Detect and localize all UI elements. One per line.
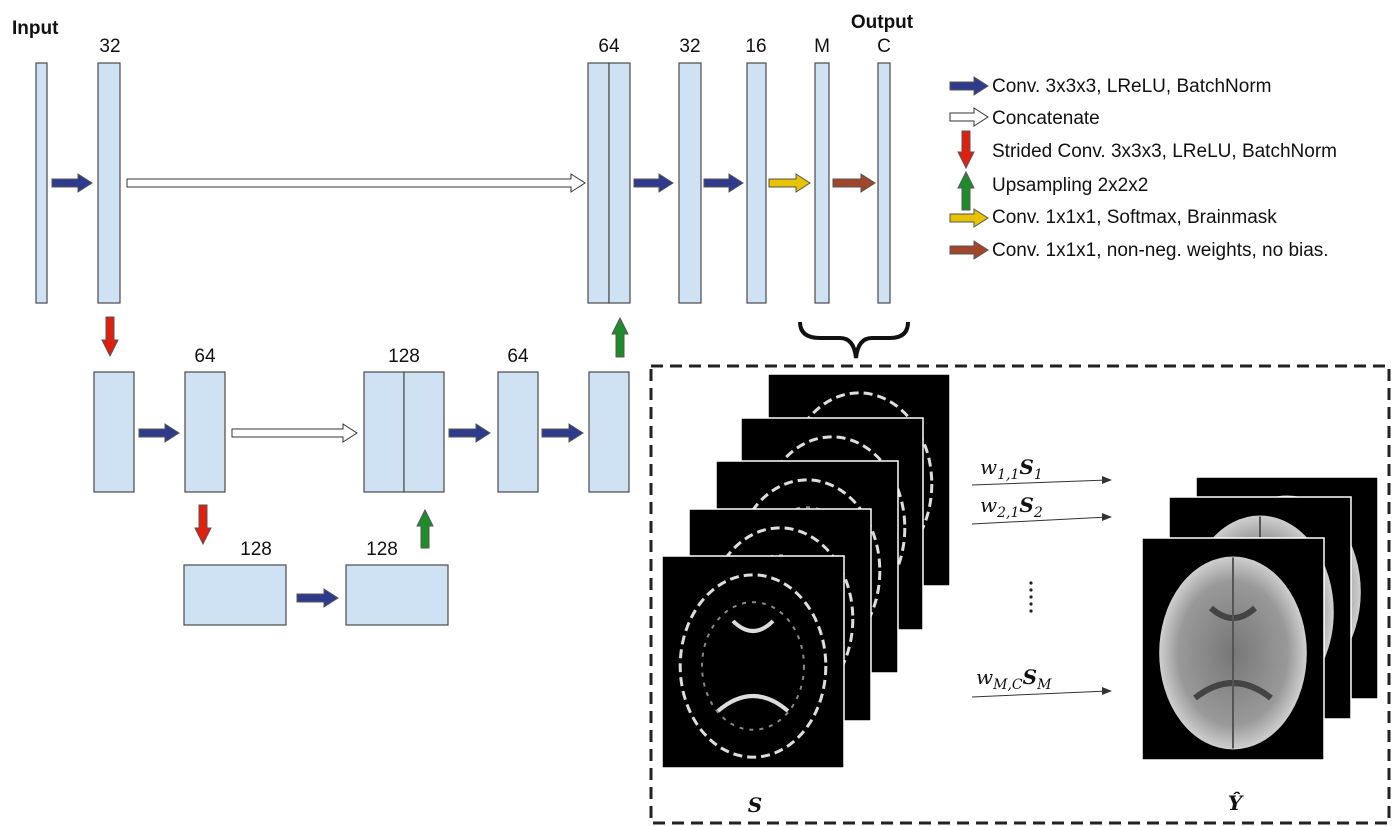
block: [185, 372, 225, 492]
layout: [36, 63, 1389, 823]
block: [404, 372, 444, 492]
segmentation-label: S: [748, 793, 762, 817]
page: {"header": {"input": "Input", "output": …: [0, 0, 1395, 826]
block-label: 128: [388, 346, 420, 367]
output-label: Output: [851, 12, 914, 33]
arrow: [417, 510, 433, 548]
block: [498, 372, 538, 492]
arrow: [958, 131, 974, 168]
brain-image: [662, 556, 844, 768]
image-frame: [662, 556, 844, 768]
arrow: [950, 209, 988, 227]
block-label: M: [814, 36, 830, 57]
block-label: 64: [194, 346, 216, 367]
arrow: [127, 174, 585, 192]
legend-text: Conv. 1x1x1, non-neg. weights, no bias.: [992, 240, 1329, 261]
block: [679, 63, 701, 303]
arrow: [950, 241, 988, 259]
arrow: [52, 174, 92, 192]
block: [346, 565, 448, 625]
arrow: [102, 317, 118, 356]
block: [747, 63, 766, 303]
block-label: 32: [679, 36, 700, 57]
block: [364, 372, 404, 492]
block-label: 64: [507, 346, 529, 367]
arrow: [139, 424, 179, 442]
block-label: 16: [745, 36, 766, 57]
block-label: 64: [598, 36, 620, 57]
block: [94, 372, 134, 492]
arrow: [769, 174, 810, 192]
block: [815, 63, 829, 303]
block: [878, 63, 890, 303]
legend-text: Concatenate: [992, 108, 1100, 129]
arrow: [449, 424, 490, 442]
block-label: 128: [240, 539, 272, 560]
brace: [800, 322, 908, 358]
arrow: [297, 589, 338, 607]
arrow: [833, 174, 875, 192]
block: [98, 63, 120, 303]
legend-text: Strided Conv. 3x3x3, LReLU, BatchNorm: [992, 141, 1337, 162]
arrow: [950, 108, 988, 126]
input-label: Input: [12, 18, 59, 39]
block: [36, 63, 47, 303]
arrow: [950, 77, 988, 95]
arrow: [232, 424, 357, 442]
arrow: [704, 174, 743, 192]
legend-text: Upsampling 2x2x2: [992, 175, 1148, 196]
weight-arrowheads: [1102, 476, 1112, 695]
output-image-label: Ŷ: [1228, 791, 1244, 815]
block: [589, 372, 629, 492]
arrow: [195, 505, 211, 544]
legend-text: Conv. 1x1x1, Softmax, Brainmask: [992, 207, 1277, 228]
block-label: 32: [99, 36, 120, 57]
block-label: C: [877, 36, 891, 57]
diagram: Input Output 32 64 32 16 M C 64 128 64 128 128 Conv. …: [0, 0, 1395, 826]
legend-text: Conv. 3x3x3, LReLU, BatchNorm: [992, 76, 1272, 97]
block: [588, 63, 609, 303]
arrow: [542, 424, 583, 442]
weight-label: w2,1S2: [980, 493, 1043, 521]
brain-image: [1142, 538, 1324, 760]
ellipsis: [1029, 581, 1032, 612]
block-label: 128: [366, 539, 398, 560]
block: [184, 565, 286, 625]
weight-label: w1,1S1: [980, 455, 1043, 483]
arrow: [634, 174, 673, 192]
arrow: [958, 172, 974, 210]
block: [609, 63, 630, 303]
arrow: [612, 318, 628, 357]
weight-label: wM,CSM: [976, 665, 1052, 693]
